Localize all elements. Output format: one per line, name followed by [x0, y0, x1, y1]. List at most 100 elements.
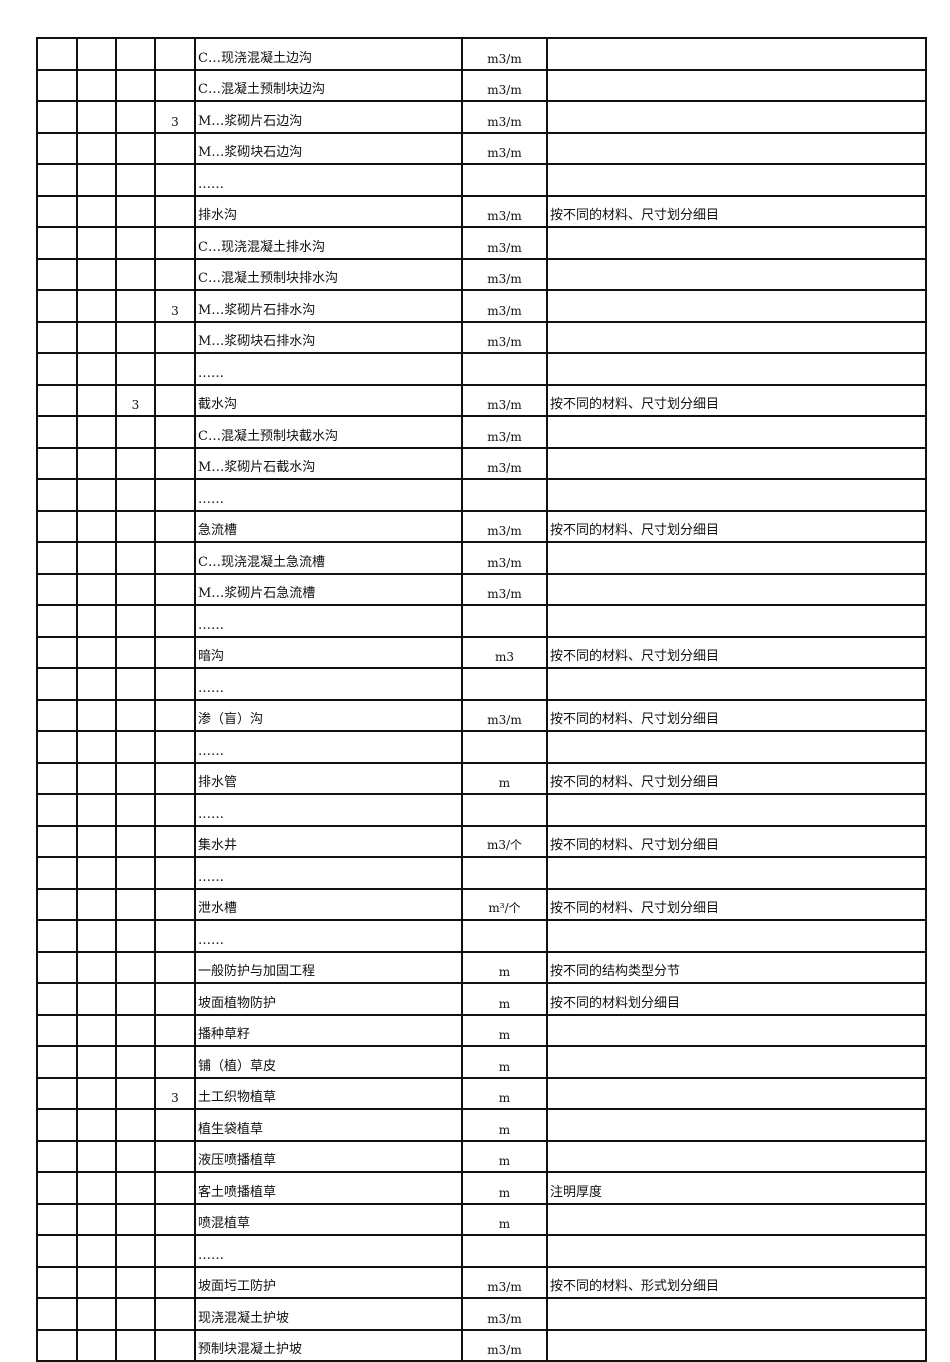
item-name-cell: 截水沟 [194, 383, 463, 417]
note-cell [546, 1045, 927, 1079]
note-cell [546, 1108, 927, 1142]
item-name-cell: 坡面植物防护 [194, 982, 463, 1016]
level-2-cell [76, 1045, 117, 1079]
level-1-cell [36, 226, 78, 260]
unit-cell: m3/m [461, 1265, 548, 1299]
unit-cell: m3/m [461, 415, 548, 449]
unit-cell: m3/m [461, 541, 548, 575]
level-4-cell [154, 1013, 196, 1047]
level-2-cell [76, 1297, 117, 1331]
level-4-cell [154, 793, 196, 827]
note-cell: 按不同的材料、形式划分细目 [546, 1265, 927, 1299]
unit-cell: m3/m [461, 383, 548, 417]
unit-cell [461, 163, 548, 197]
item-name-cell: 播种草籽 [194, 1013, 463, 1047]
table-row: 集水井 m3/个 按不同的材料、尺寸划分细目 [36, 824, 927, 858]
unit-cell: m3/m [461, 194, 548, 228]
level-2-cell [76, 1328, 117, 1362]
level-4-cell [154, 446, 196, 480]
level-3-cell [115, 1108, 156, 1142]
item-name-cell: 土工织物植草 [194, 1076, 463, 1110]
note-cell [546, 68, 927, 102]
level-4-cell [154, 919, 196, 953]
level-3-cell [115, 541, 156, 575]
table-row: …… [36, 1234, 927, 1268]
table-row: …… [36, 793, 927, 827]
note-cell [546, 163, 927, 197]
note-cell [546, 37, 927, 71]
level-4-cell [154, 824, 196, 858]
unit-cell: m [461, 1076, 548, 1110]
table-row: 急流槽 m3/m 按不同的材料、尺寸划分细目 [36, 509, 927, 543]
level-2-cell [76, 37, 117, 71]
item-name-cell: …… [194, 163, 463, 197]
unit-cell: m3/m [461, 68, 548, 102]
note-cell [546, 352, 927, 386]
level-2-cell [76, 856, 117, 890]
level-4-cell [154, 1297, 196, 1331]
level-4-cell [154, 194, 196, 228]
level-1-cell [36, 446, 78, 480]
level-2-cell [76, 824, 117, 858]
level-4-cell [154, 131, 196, 165]
level-1-cell [36, 194, 78, 228]
level-4-cell: 3 [154, 100, 196, 134]
level-2-cell [76, 730, 117, 764]
level-3-cell: 3 [115, 383, 156, 417]
note-cell [546, 1139, 927, 1173]
level-3-cell [115, 163, 156, 197]
level-1-cell [36, 37, 78, 71]
table-row: 植生袋植草 m [36, 1108, 927, 1142]
level-2-cell [76, 1265, 117, 1299]
level-2-cell [76, 68, 117, 102]
unit-cell: m [461, 761, 548, 795]
note-cell: 按不同的材料划分细目 [546, 982, 927, 1016]
level-3-cell [115, 446, 156, 480]
level-3-cell [115, 100, 156, 134]
unit-cell: m3/m [461, 1297, 548, 1331]
unit-cell: m [461, 982, 548, 1016]
level-1-cell [36, 541, 78, 575]
level-4-cell [154, 415, 196, 449]
table-row: …… [36, 352, 927, 386]
table-row: M…浆砌片石截水沟 m3/m [36, 446, 927, 480]
item-name-cell: C…现浇混凝土边沟 [194, 37, 463, 71]
level-1-cell [36, 100, 78, 134]
level-1-cell [36, 982, 78, 1016]
item-name-cell: 排水沟 [194, 194, 463, 228]
unit-cell: m3/个 [461, 824, 548, 858]
level-4-cell [154, 541, 196, 575]
note-cell: 按不同的材料、尺寸划分细目 [546, 698, 927, 732]
level-1-cell [36, 320, 78, 354]
note-cell [546, 226, 927, 260]
level-3-cell [115, 1297, 156, 1331]
item-name-cell: …… [194, 1234, 463, 1268]
note-cell [546, 415, 927, 449]
level-2-cell [76, 1108, 117, 1142]
level-1-cell [36, 856, 78, 890]
level-3-cell [115, 226, 156, 260]
note-cell: 按不同的材料、尺寸划分细目 [546, 509, 927, 543]
level-3-cell [115, 698, 156, 732]
level-2-cell [76, 604, 117, 638]
level-2-cell [76, 415, 117, 449]
level-3-cell [115, 509, 156, 543]
level-3-cell [115, 919, 156, 953]
level-2-cell [76, 509, 117, 543]
level-2-cell [76, 1139, 117, 1173]
unit-cell: m [461, 1202, 548, 1236]
item-name-cell: C…现浇混凝土急流槽 [194, 541, 463, 575]
note-cell [546, 1234, 927, 1268]
level-2-cell [76, 698, 117, 732]
level-3-cell [115, 730, 156, 764]
level-2-cell [76, 1234, 117, 1268]
note-cell: 按不同的材料、尺寸划分细目 [546, 824, 927, 858]
item-name-cell: 客土喷播植草 [194, 1171, 463, 1205]
table-row: 播种草籽 m [36, 1013, 927, 1047]
item-name-cell: …… [194, 352, 463, 386]
level-3-cell [115, 194, 156, 228]
note-cell [546, 320, 927, 354]
item-name-cell: M…浆砌片石边沟 [194, 100, 463, 134]
level-1-cell [36, 1202, 78, 1236]
table-row: 铺（植）草皮 m [36, 1045, 927, 1079]
